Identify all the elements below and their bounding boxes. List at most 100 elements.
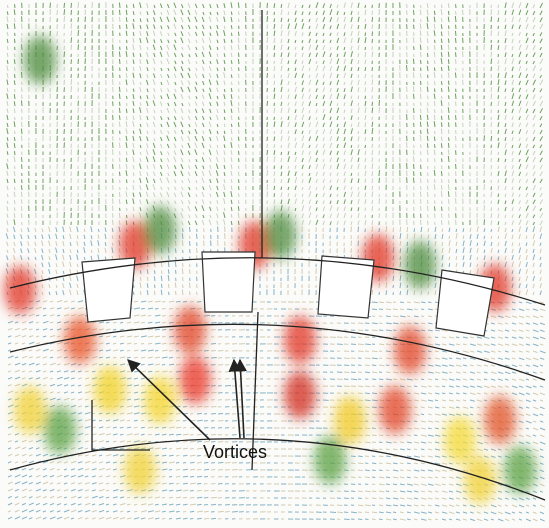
vector <box>365 137 366 141</box>
vector <box>126 158 127 162</box>
vector <box>427 136 428 141</box>
vector <box>448 66 449 71</box>
vector <box>197 308 202 309</box>
vector <box>372 31 373 36</box>
vector <box>365 74 366 78</box>
vector <box>197 434 201 435</box>
vector <box>197 420 203 421</box>
vector <box>491 17 492 22</box>
vector <box>427 66 428 71</box>
vector <box>267 45 268 50</box>
vector <box>183 455 187 456</box>
vector <box>428 302 431 303</box>
vector <box>407 435 411 436</box>
vector <box>428 358 431 359</box>
vector <box>365 19 366 22</box>
vector <box>274 193 275 197</box>
vector <box>358 386 363 387</box>
vector <box>176 399 180 400</box>
vector <box>442 229 443 232</box>
vector <box>448 11 449 15</box>
vector <box>435 337 438 338</box>
vector <box>420 192 421 197</box>
vector <box>141 322 145 323</box>
vector <box>162 343 166 344</box>
vector <box>175 262 176 267</box>
vector <box>428 228 429 232</box>
vector <box>441 24 442 29</box>
vector <box>21 129 22 134</box>
vector <box>379 386 383 387</box>
vector <box>421 316 424 317</box>
vector <box>238 81 239 85</box>
vector <box>372 358 378 359</box>
vector <box>441 122 442 127</box>
vector <box>505 96 506 99</box>
vector <box>274 53 275 57</box>
vector <box>119 143 120 148</box>
vector <box>448 52 449 57</box>
vector <box>420 199 421 204</box>
vector <box>14 59 15 64</box>
vector <box>119 87 120 92</box>
vector <box>484 219 485 225</box>
vector <box>372 102 373 106</box>
vector <box>182 240 183 246</box>
vector <box>421 379 424 380</box>
vector <box>161 270 162 274</box>
vector <box>448 59 449 64</box>
vector <box>372 157 373 162</box>
vector <box>211 434 216 435</box>
vector <box>119 122 120 127</box>
vector <box>197 441 202 442</box>
vector <box>176 413 180 414</box>
vector <box>190 427 195 428</box>
vector <box>434 137 435 141</box>
vector <box>134 343 137 344</box>
vector <box>238 32 239 36</box>
vector <box>358 323 363 324</box>
vector <box>413 156 414 162</box>
vector <box>372 435 377 436</box>
vector <box>365 435 370 436</box>
vector <box>427 38 428 43</box>
vector <box>420 220 421 225</box>
vector <box>414 379 418 380</box>
vector <box>344 386 350 387</box>
vector <box>175 283 176 288</box>
vector <box>491 52 492 57</box>
vector <box>238 179 239 183</box>
vector <box>231 11 232 15</box>
vector <box>91 250 92 253</box>
vector <box>442 263 443 267</box>
vector <box>365 428 370 429</box>
vector <box>119 59 120 64</box>
vector <box>274 199 275 204</box>
vector <box>183 448 188 449</box>
vector <box>126 46 127 50</box>
vector <box>105 257 106 260</box>
vector <box>126 88 127 92</box>
vector <box>231 60 232 64</box>
vector <box>141 378 145 379</box>
vector <box>448 86 449 92</box>
vector <box>351 379 357 380</box>
vector <box>455 16 456 22</box>
vector <box>231 75 232 78</box>
vector <box>379 344 384 345</box>
vector <box>161 284 162 288</box>
vector <box>420 115 421 120</box>
vector <box>365 372 370 373</box>
vector <box>414 386 417 387</box>
vector <box>372 186 373 190</box>
vector <box>428 292 429 295</box>
vector <box>21 157 22 162</box>
vector <box>379 170 380 176</box>
vector <box>133 180 134 183</box>
vector <box>413 178 414 183</box>
vector <box>7 11 8 15</box>
vector <box>386 309 391 310</box>
vector <box>162 336 166 337</box>
vector <box>140 277 141 281</box>
flow-field-figure: Vortices <box>0 0 549 528</box>
